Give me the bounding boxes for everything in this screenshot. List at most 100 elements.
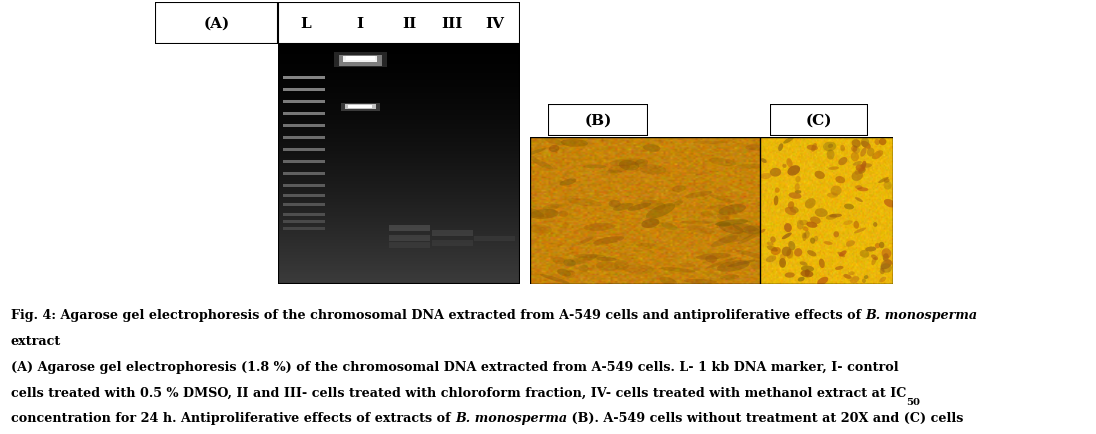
Bar: [278, 262, 520, 263]
Ellipse shape: [761, 229, 765, 233]
Ellipse shape: [788, 241, 796, 251]
Ellipse shape: [735, 164, 768, 169]
Ellipse shape: [804, 199, 815, 209]
Ellipse shape: [857, 188, 868, 192]
Ellipse shape: [797, 220, 803, 230]
Bar: [278, 264, 520, 265]
Bar: [278, 273, 520, 275]
Ellipse shape: [835, 177, 845, 184]
Bar: [278, 245, 520, 246]
Ellipse shape: [579, 265, 589, 272]
Ellipse shape: [880, 263, 892, 273]
Bar: [278, 113, 520, 114]
Bar: [278, 75, 520, 76]
Ellipse shape: [859, 164, 872, 168]
Bar: [278, 232, 520, 233]
Bar: [278, 207, 520, 208]
Bar: [278, 281, 520, 282]
Bar: [278, 161, 520, 162]
Ellipse shape: [781, 247, 791, 257]
Ellipse shape: [799, 262, 808, 266]
Ellipse shape: [643, 145, 661, 152]
Bar: [278, 63, 520, 64]
Bar: [283, 173, 326, 176]
Ellipse shape: [865, 247, 877, 252]
Bar: [278, 94, 520, 95]
Ellipse shape: [802, 233, 807, 239]
Bar: [278, 111, 520, 112]
Bar: [278, 143, 520, 144]
Bar: [278, 109, 520, 111]
Bar: [278, 102, 520, 104]
Bar: [278, 72, 520, 74]
Ellipse shape: [608, 201, 620, 208]
Bar: [278, 114, 520, 115]
Bar: [278, 251, 520, 252]
Bar: [278, 66, 520, 68]
Text: L: L: [300, 17, 311, 31]
Bar: [345, 57, 375, 60]
Bar: [389, 226, 431, 232]
Ellipse shape: [786, 159, 792, 168]
Bar: [389, 235, 431, 241]
Bar: [278, 60, 520, 62]
Ellipse shape: [855, 186, 863, 190]
Bar: [278, 213, 520, 214]
Bar: [278, 248, 520, 250]
Ellipse shape: [539, 274, 570, 284]
Bar: [278, 239, 520, 240]
Bar: [283, 149, 326, 152]
Bar: [278, 53, 520, 55]
Ellipse shape: [801, 266, 814, 272]
Ellipse shape: [852, 140, 860, 148]
Ellipse shape: [596, 257, 616, 262]
Bar: [278, 179, 520, 180]
Bar: [278, 79, 520, 81]
Ellipse shape: [660, 277, 677, 286]
Ellipse shape: [846, 240, 855, 247]
Bar: [278, 183, 520, 184]
Bar: [278, 108, 520, 109]
Bar: [278, 130, 520, 131]
Bar: [278, 223, 520, 224]
Ellipse shape: [761, 159, 767, 164]
Text: III: III: [442, 17, 463, 31]
Ellipse shape: [860, 148, 867, 158]
Ellipse shape: [819, 259, 825, 269]
Ellipse shape: [883, 200, 895, 208]
Bar: [278, 112, 520, 113]
Bar: [278, 138, 520, 139]
Ellipse shape: [719, 204, 746, 216]
Bar: [278, 88, 520, 89]
Bar: [283, 161, 326, 164]
Ellipse shape: [543, 204, 560, 211]
Ellipse shape: [872, 151, 883, 160]
Ellipse shape: [641, 219, 660, 228]
Bar: [278, 123, 520, 124]
Ellipse shape: [608, 165, 630, 173]
Ellipse shape: [852, 171, 863, 181]
Ellipse shape: [783, 164, 787, 168]
Ellipse shape: [568, 198, 602, 207]
Ellipse shape: [770, 168, 781, 177]
Ellipse shape: [879, 139, 887, 146]
Ellipse shape: [715, 220, 749, 227]
Text: I: I: [356, 17, 364, 31]
Bar: [278, 166, 520, 167]
Bar: [278, 188, 520, 190]
Ellipse shape: [766, 256, 776, 263]
Bar: [278, 69, 520, 70]
Ellipse shape: [775, 188, 779, 193]
Ellipse shape: [529, 210, 559, 220]
Ellipse shape: [880, 269, 884, 275]
Bar: [278, 235, 520, 237]
Bar: [278, 282, 520, 283]
Ellipse shape: [798, 277, 804, 282]
Ellipse shape: [852, 146, 857, 153]
Ellipse shape: [646, 204, 675, 220]
Bar: [278, 217, 520, 218]
Ellipse shape: [619, 161, 639, 171]
Bar: [278, 65, 520, 66]
Ellipse shape: [574, 254, 606, 259]
Ellipse shape: [855, 168, 864, 175]
